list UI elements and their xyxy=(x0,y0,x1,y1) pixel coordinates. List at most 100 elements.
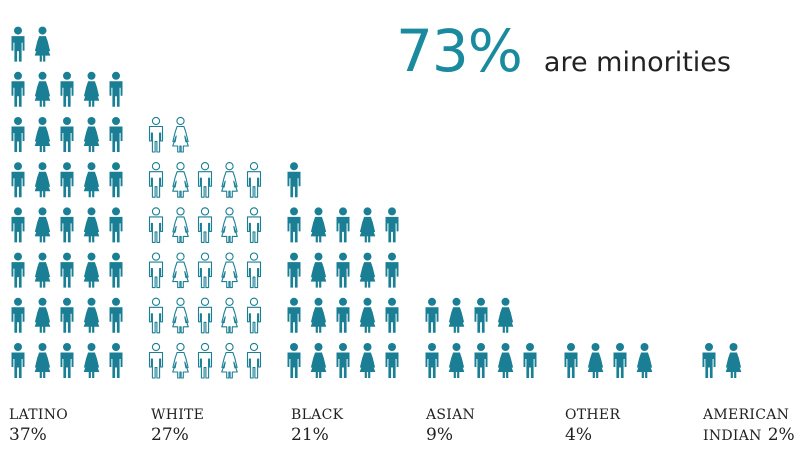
man-icon xyxy=(148,162,164,198)
category-percent: 9% xyxy=(426,425,453,445)
woman-icon xyxy=(497,297,514,333)
man-icon xyxy=(287,162,301,198)
woman-icon xyxy=(34,26,51,62)
woman-icon xyxy=(83,343,100,378)
category-percent: 21% xyxy=(291,425,329,445)
woman-icon xyxy=(172,252,189,289)
man-icon xyxy=(11,252,25,288)
man-icon xyxy=(109,162,123,198)
category-label: LATINO xyxy=(9,407,69,423)
man-icon xyxy=(60,71,74,107)
man-icon xyxy=(11,297,25,333)
man-icon xyxy=(109,71,123,107)
figure-group-black xyxy=(287,162,399,378)
woman-icon xyxy=(221,207,238,243)
woman-icon xyxy=(221,252,238,289)
woman-icon xyxy=(310,207,327,243)
pictograph xyxy=(11,26,742,379)
woman-icon xyxy=(310,297,327,333)
man-icon xyxy=(11,71,25,107)
category-american-indian: AMERICAN INDIAN 2% xyxy=(703,407,795,446)
figure-group-white xyxy=(148,116,262,379)
figure-group-other xyxy=(564,343,653,378)
man-icon xyxy=(197,252,213,289)
man-icon xyxy=(60,297,74,333)
man-icon xyxy=(246,162,262,198)
category-label-line2: INDIAN xyxy=(703,428,762,444)
headline-percent: 73% xyxy=(396,17,523,85)
man-icon xyxy=(60,162,74,198)
category-latino: LATINO 37% xyxy=(9,407,68,446)
man-icon xyxy=(11,207,25,243)
man-icon xyxy=(246,297,262,334)
man-icon xyxy=(197,162,213,198)
category-percent: 2% xyxy=(767,425,795,445)
man-icon xyxy=(385,343,399,378)
figure-group-american-indian xyxy=(702,343,742,378)
woman-icon xyxy=(83,71,100,107)
woman-icon xyxy=(221,162,238,198)
category-asian: ASIAN 9% xyxy=(426,407,475,446)
woman-icon xyxy=(221,297,238,334)
man-icon xyxy=(385,207,399,243)
man-icon xyxy=(336,207,350,243)
man-icon xyxy=(702,343,716,378)
man-icon xyxy=(287,252,301,288)
woman-icon xyxy=(636,343,653,378)
category-black: BLACK 21% xyxy=(291,407,343,446)
man-icon xyxy=(474,343,488,378)
headline-text: are minorities xyxy=(543,47,731,78)
man-icon xyxy=(148,297,164,334)
man-icon xyxy=(246,252,262,289)
man-icon xyxy=(60,252,74,288)
category-percent: 4% xyxy=(565,425,592,445)
man-icon xyxy=(564,343,578,378)
man-icon xyxy=(336,297,350,333)
woman-icon xyxy=(448,297,465,333)
woman-icon xyxy=(83,117,100,152)
woman-icon xyxy=(587,343,604,378)
man-icon xyxy=(474,297,488,333)
category-label: WHITE xyxy=(151,407,205,423)
category-percent: 37% xyxy=(9,425,47,445)
man-icon xyxy=(287,343,301,378)
woman-icon xyxy=(34,207,51,243)
category-label: ASIAN xyxy=(426,407,476,423)
woman-icon xyxy=(34,252,51,288)
woman-icon xyxy=(172,342,189,379)
man-icon xyxy=(148,116,164,153)
woman-icon xyxy=(310,252,327,288)
man-icon xyxy=(385,252,399,288)
woman-icon xyxy=(83,207,100,243)
man-icon xyxy=(336,252,350,288)
category-other: OTHER 4% xyxy=(565,407,620,446)
man-icon xyxy=(109,343,123,378)
woman-icon xyxy=(448,343,465,378)
man-icon xyxy=(60,207,74,243)
figure-group-asian xyxy=(425,297,537,378)
category-label: AMERICAN xyxy=(703,407,790,423)
woman-icon xyxy=(172,162,189,198)
man-icon xyxy=(60,343,74,378)
man-icon xyxy=(287,297,301,333)
man-icon xyxy=(336,343,350,378)
man-icon xyxy=(246,207,262,243)
man-icon xyxy=(425,297,439,333)
woman-icon xyxy=(221,342,238,379)
man-icon xyxy=(11,162,25,198)
woman-icon xyxy=(172,297,189,334)
woman-icon xyxy=(359,343,376,378)
category-percent: 27% xyxy=(151,425,189,445)
woman-icon xyxy=(359,297,376,333)
woman-icon xyxy=(83,252,100,288)
woman-icon xyxy=(34,297,51,333)
woman-icon xyxy=(725,343,742,378)
woman-icon xyxy=(83,297,100,333)
man-icon xyxy=(197,342,213,379)
man-icon xyxy=(11,26,25,62)
man-icon xyxy=(246,342,262,379)
man-icon xyxy=(11,117,25,152)
category-white: WHITE 27% xyxy=(151,407,204,446)
figure-group-latino xyxy=(11,26,123,378)
man-icon xyxy=(197,297,213,334)
